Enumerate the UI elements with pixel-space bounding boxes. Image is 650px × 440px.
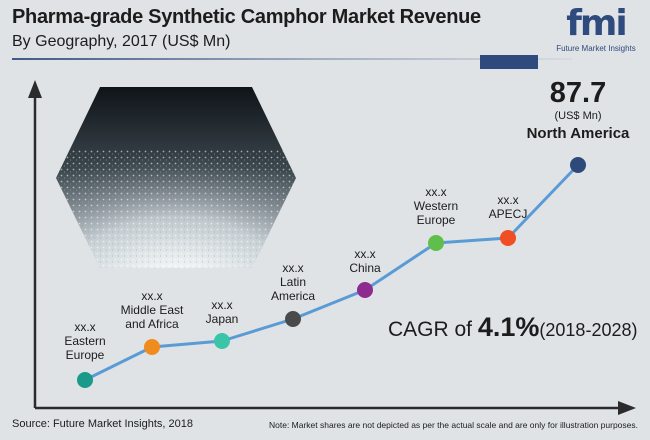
point-label-3: xx.x Latin America	[271, 261, 315, 303]
chart-title: Pharma-grade Synthetic Camphor Market Re…	[12, 6, 481, 28]
title-rule	[12, 58, 572, 60]
point-region-1-line-0: Middle East	[120, 303, 184, 317]
point-value-0: xx.x	[74, 320, 96, 334]
point-region-1-line-1: and Africa	[125, 317, 179, 331]
camphor-crystals-image	[56, 87, 296, 268]
x-axis-arrow	[618, 401, 636, 415]
point-region-3-line-1: America	[270, 289, 316, 303]
disclaimer-note: Note: Market shares are not depicted as …	[268, 420, 638, 430]
cagr-period: (2018-2028)	[539, 320, 638, 340]
chart-subtitle: By Geography, 2017 (US$ Mn)	[12, 33, 231, 50]
point-region-5-line-1: Europe	[416, 213, 456, 227]
fmi-logo: fmi Future Market Insights	[546, 4, 646, 60]
point-label-0: xx.x Eastern Europe	[64, 320, 105, 362]
source-note: Source: Future Market Insights, 2018	[12, 418, 193, 430]
logo-tagline: Future Market Insights	[556, 44, 636, 53]
point-marker-1	[144, 339, 160, 355]
point-region-4-line-0: China	[349, 261, 381, 275]
title-accent-block	[480, 55, 538, 69]
point-marker-0	[77, 372, 93, 388]
point-marker-4	[357, 282, 373, 298]
point-marker-5	[428, 235, 444, 251]
point-value-6: xx.x	[497, 193, 519, 207]
highlight-label: 87.7 (US$ Mn) North America	[527, 78, 630, 144]
point-marker-2	[214, 333, 230, 349]
highlight-unit: (US$ Mn)	[554, 110, 602, 122]
logo-wordmark: fmi	[566, 3, 628, 44]
point-value-2: xx.x	[211, 298, 233, 312]
point-value-4: xx.x	[354, 247, 376, 261]
highlight-value: 87.7	[549, 77, 607, 109]
point-marker-6	[500, 230, 516, 246]
series-layer	[77, 157, 586, 388]
point-value-3: xx.x	[282, 261, 304, 275]
point-region-5-line-0: Western	[413, 199, 459, 213]
point-label-4: xx.x China	[349, 247, 380, 275]
point-region-0-line-1: Europe	[65, 348, 105, 362]
point-label-5: xx.x Western Europe	[414, 185, 458, 227]
point-label-2: xx.x Japan	[206, 298, 239, 326]
point-value-1: xx.x	[141, 289, 163, 303]
point-label-1: xx.x Middle East and Africa	[121, 289, 184, 331]
point-value-5: xx.x	[425, 185, 447, 199]
point-label-6: xx.x APECJ	[489, 193, 528, 221]
point-marker-3	[285, 311, 301, 327]
point-region-6-line-0: APECJ	[488, 207, 528, 221]
cagr-value: 4.1%	[477, 312, 540, 342]
point-region-0-line-0: Eastern	[64, 334, 106, 348]
axes	[28, 80, 636, 415]
cagr-callout: CAGR of 4.1%(2018-2028)	[388, 312, 637, 343]
point-region-2-line-0: Japan	[205, 312, 239, 326]
series-line	[84, 163, 580, 382]
cagr-prefix: CAGR of	[388, 318, 478, 341]
point-marker-7	[570, 157, 586, 173]
highlight-region: North America	[526, 125, 630, 142]
y-axis-arrow	[28, 80, 42, 98]
point-region-3-line-0: Latin	[279, 275, 307, 289]
